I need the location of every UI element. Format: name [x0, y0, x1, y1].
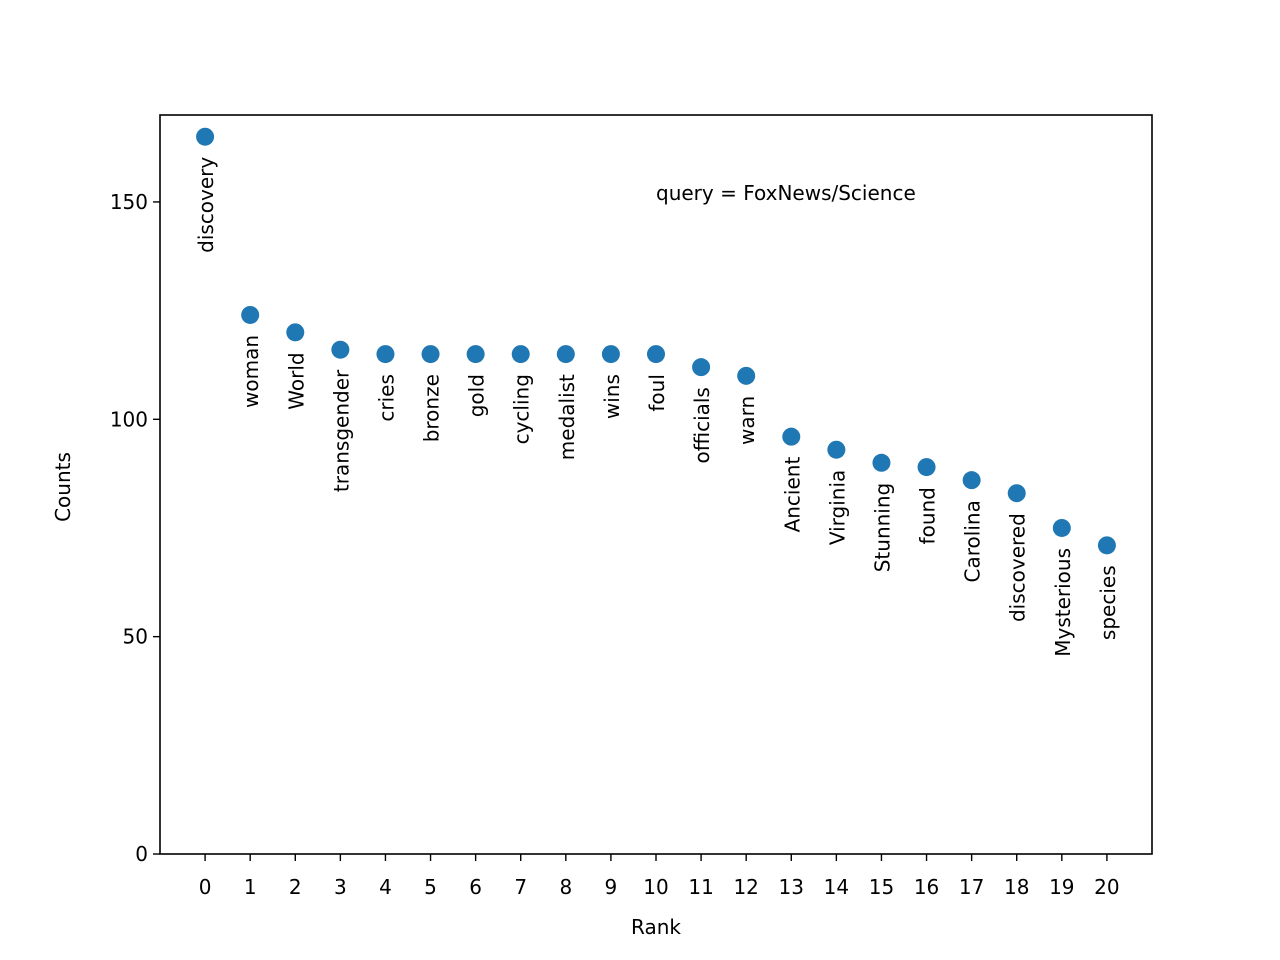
x-tick-label: 17 [959, 875, 984, 899]
data-point [376, 345, 395, 364]
y-axis-ticks: 0 50 100 150 [110, 190, 160, 866]
x-tick-label: 19 [1049, 875, 1074, 899]
point-label: officials [690, 387, 714, 463]
data-point [241, 305, 260, 324]
point-label: medalist [555, 374, 579, 460]
point-label: discovery [194, 157, 218, 253]
point-label: warn [735, 396, 759, 445]
x-tick-label: 8 [559, 875, 572, 899]
data-point [737, 366, 756, 385]
annotation-text: query = FoxNews/Science [656, 181, 916, 205]
data-point [286, 323, 305, 342]
y-tick-label: 50 [123, 625, 148, 649]
x-tick-label: 15 [869, 875, 894, 899]
point-label: found [916, 487, 940, 544]
point-label: transgender [329, 369, 353, 492]
y-tick-label: 100 [110, 407, 148, 431]
point-label: wins [600, 374, 624, 419]
point-label: foul [645, 374, 669, 412]
y-tick-label: 0 [135, 842, 148, 866]
data-point [827, 440, 846, 459]
word-labels: discovery woman World transgender cries bronz… [194, 157, 1120, 657]
data-point [917, 458, 936, 477]
point-label: World [284, 352, 308, 409]
y-axis-label: Counts [51, 452, 75, 522]
point-label: woman [239, 335, 263, 408]
data-point [331, 340, 350, 359]
data-point [1052, 518, 1071, 537]
data-point [782, 427, 801, 446]
x-axis-label: Rank [631, 915, 681, 939]
data-point [466, 345, 485, 364]
x-tick-label: 13 [779, 875, 804, 899]
x-tick-label: 9 [605, 875, 618, 899]
data-point [601, 345, 620, 364]
data-point [511, 345, 530, 364]
point-label: discovered [1006, 513, 1030, 622]
data-point [692, 358, 711, 377]
data-point [1007, 484, 1026, 503]
plot-area [160, 115, 1152, 854]
data-point [962, 471, 981, 490]
x-tick-label: 12 [733, 875, 758, 899]
point-label: Ancient [780, 457, 804, 533]
data-point [196, 127, 215, 146]
x-tick-label: 5 [424, 875, 437, 899]
point-label: species [1096, 565, 1120, 640]
x-tick-label: 14 [824, 875, 849, 899]
point-label: Virginia [825, 470, 849, 545]
point-label: gold [465, 374, 489, 417]
x-tick-label: 10 [643, 875, 668, 899]
x-tick-label: 7 [514, 875, 527, 899]
point-label: cycling [510, 374, 534, 444]
x-tick-label: 0 [199, 875, 212, 899]
x-tick-label: 18 [1004, 875, 1029, 899]
plot-frame [159, 114, 1153, 855]
x-tick-label: 3 [334, 875, 347, 899]
x-tick-label: 11 [688, 875, 713, 899]
data-point [647, 345, 665, 364]
data-point [421, 345, 440, 364]
point-label: cries [374, 374, 398, 422]
x-tick-label: 4 [379, 875, 392, 899]
x-tick-label: 6 [469, 875, 482, 899]
x-axis-ticks: 0 1 2 3 4 5 6 7 8 9 10 11 12 13 14 15 16 17 18 19 20 [199, 854, 1120, 899]
y-tick-label: 150 [110, 190, 148, 214]
point-label: Carolina [961, 500, 985, 582]
x-tick-label: 16 [914, 875, 939, 899]
point-label: bronze [420, 374, 444, 442]
data-point [556, 345, 575, 364]
data-point [872, 453, 891, 472]
point-label: Mysterious [1051, 548, 1075, 657]
data-point [1097, 536, 1116, 555]
x-tick-label: 1 [244, 875, 257, 899]
x-tick-label: 20 [1094, 875, 1119, 899]
data-points [196, 127, 1116, 555]
x-tick-label: 2 [289, 875, 302, 899]
point-label: Stunning [870, 483, 894, 573]
